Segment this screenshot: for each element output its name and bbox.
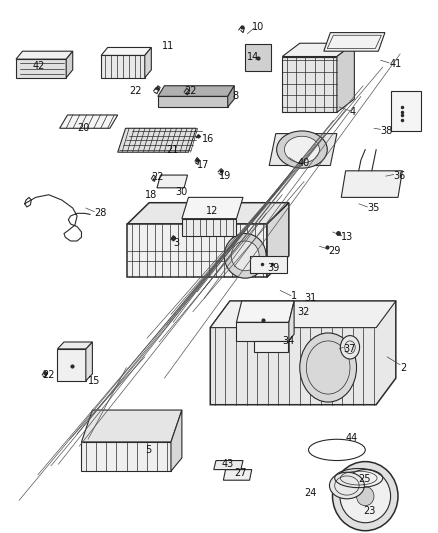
Text: 1: 1 [291, 290, 297, 301]
Polygon shape [182, 219, 237, 236]
Text: 12: 12 [206, 206, 218, 216]
Text: 2: 2 [400, 362, 406, 373]
Ellipse shape [329, 472, 364, 499]
Polygon shape [127, 203, 289, 224]
Polygon shape [237, 301, 294, 322]
Text: 22: 22 [130, 86, 142, 96]
Text: 44: 44 [346, 433, 358, 443]
Polygon shape [86, 342, 92, 381]
Text: 35: 35 [367, 203, 380, 213]
Text: 25: 25 [359, 474, 371, 484]
Ellipse shape [231, 241, 259, 271]
Text: 43: 43 [221, 459, 233, 469]
Polygon shape [127, 224, 267, 277]
Polygon shape [81, 410, 182, 442]
Polygon shape [254, 341, 288, 352]
Polygon shape [245, 44, 272, 71]
Polygon shape [237, 322, 289, 341]
Text: 13: 13 [341, 232, 353, 243]
Polygon shape [60, 115, 118, 128]
Text: 5: 5 [145, 445, 151, 455]
Text: 41: 41 [389, 60, 402, 69]
Text: 29: 29 [328, 246, 340, 255]
Polygon shape [289, 301, 294, 341]
Polygon shape [101, 55, 145, 78]
Text: 23: 23 [363, 506, 375, 516]
Ellipse shape [277, 131, 327, 168]
Text: 22: 22 [151, 172, 164, 182]
Polygon shape [66, 51, 73, 78]
Text: 19: 19 [219, 171, 231, 181]
Text: 22: 22 [42, 370, 55, 380]
Polygon shape [16, 59, 66, 78]
Text: 24: 24 [304, 489, 317, 498]
Polygon shape [283, 56, 337, 112]
Polygon shape [182, 197, 243, 219]
Text: 3: 3 [173, 238, 179, 247]
Text: 20: 20 [77, 123, 89, 133]
Polygon shape [57, 342, 92, 349]
Text: 37: 37 [343, 344, 356, 354]
Text: 30: 30 [175, 187, 187, 197]
Text: 38: 38 [381, 126, 393, 136]
Polygon shape [145, 47, 151, 78]
Polygon shape [267, 203, 289, 277]
Polygon shape [171, 410, 182, 471]
Polygon shape [158, 96, 228, 107]
Text: 4: 4 [350, 107, 356, 117]
Text: 28: 28 [95, 208, 107, 219]
Text: 17: 17 [197, 160, 209, 171]
Text: 34: 34 [283, 336, 295, 346]
Ellipse shape [300, 333, 357, 402]
Polygon shape [81, 442, 171, 471]
Text: 39: 39 [267, 263, 279, 272]
Text: 15: 15 [88, 376, 100, 386]
Text: 8: 8 [232, 91, 238, 101]
Text: 18: 18 [145, 190, 157, 200]
Text: 32: 32 [297, 306, 310, 317]
Text: 40: 40 [297, 158, 310, 168]
Text: 22: 22 [184, 86, 197, 96]
Ellipse shape [224, 233, 266, 278]
Polygon shape [341, 171, 403, 197]
Polygon shape [16, 51, 73, 59]
Polygon shape [324, 33, 385, 51]
Text: 36: 36 [394, 171, 406, 181]
Text: 11: 11 [162, 41, 174, 51]
Text: 10: 10 [252, 22, 264, 33]
Ellipse shape [332, 462, 398, 531]
Polygon shape [214, 461, 243, 470]
Text: 14: 14 [247, 52, 260, 61]
Ellipse shape [340, 336, 360, 359]
Text: 21: 21 [166, 144, 179, 155]
Polygon shape [118, 128, 196, 152]
Polygon shape [57, 349, 86, 381]
Polygon shape [250, 256, 287, 273]
Polygon shape [337, 43, 354, 112]
Polygon shape [283, 43, 354, 56]
Text: 42: 42 [32, 61, 45, 70]
Polygon shape [269, 134, 337, 165]
Text: 31: 31 [304, 293, 316, 303]
Bar [392, 91, 421, 131]
Polygon shape [158, 86, 234, 96]
Text: 16: 16 [201, 134, 214, 144]
Polygon shape [210, 301, 396, 328]
Polygon shape [223, 470, 252, 480]
Polygon shape [228, 86, 234, 107]
Polygon shape [157, 175, 187, 188]
Polygon shape [210, 301, 396, 405]
Polygon shape [101, 47, 151, 55]
Text: 27: 27 [234, 468, 247, 478]
Ellipse shape [340, 470, 391, 523]
Ellipse shape [285, 136, 319, 163]
Ellipse shape [357, 487, 374, 506]
